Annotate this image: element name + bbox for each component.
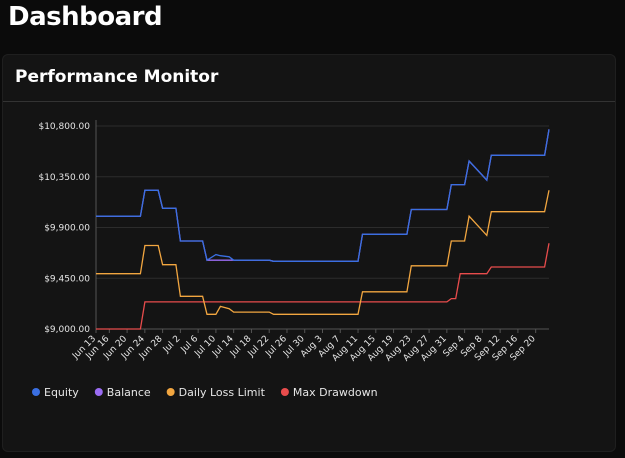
legend-label: Max Drawdown — [293, 386, 378, 399]
legend-marker — [166, 388, 175, 396]
series-line — [96, 190, 550, 315]
series-line — [96, 129, 550, 262]
legend-marker — [32, 388, 40, 396]
y-tick-label: $9,000.00 — [44, 325, 90, 335]
y-tick-label: $9,900.00 — [44, 224, 90, 234]
legend-marker — [94, 388, 103, 396]
series-line — [96, 243, 550, 330]
panel: Performance Monitor — [2, 54, 616, 452]
legend-marker — [280, 388, 289, 396]
y-tick-label: $10,800.00 — [38, 122, 90, 132]
y-tick-label: $9,450.00 — [44, 274, 90, 284]
series-line — [96, 129, 550, 262]
x-tick-label: Jul 2 — [161, 334, 183, 356]
legend-label: Equity — [44, 386, 79, 399]
legend-label: Daily Loss Limit — [179, 386, 266, 399]
panel-title: Performance Monitor — [15, 67, 219, 87]
y-tick-label: $10,350.00 — [38, 173, 90, 183]
page-title: Dashboard — [8, 2, 163, 32]
legend-label: Balance — [107, 386, 151, 399]
divider — [3, 101, 615, 102]
